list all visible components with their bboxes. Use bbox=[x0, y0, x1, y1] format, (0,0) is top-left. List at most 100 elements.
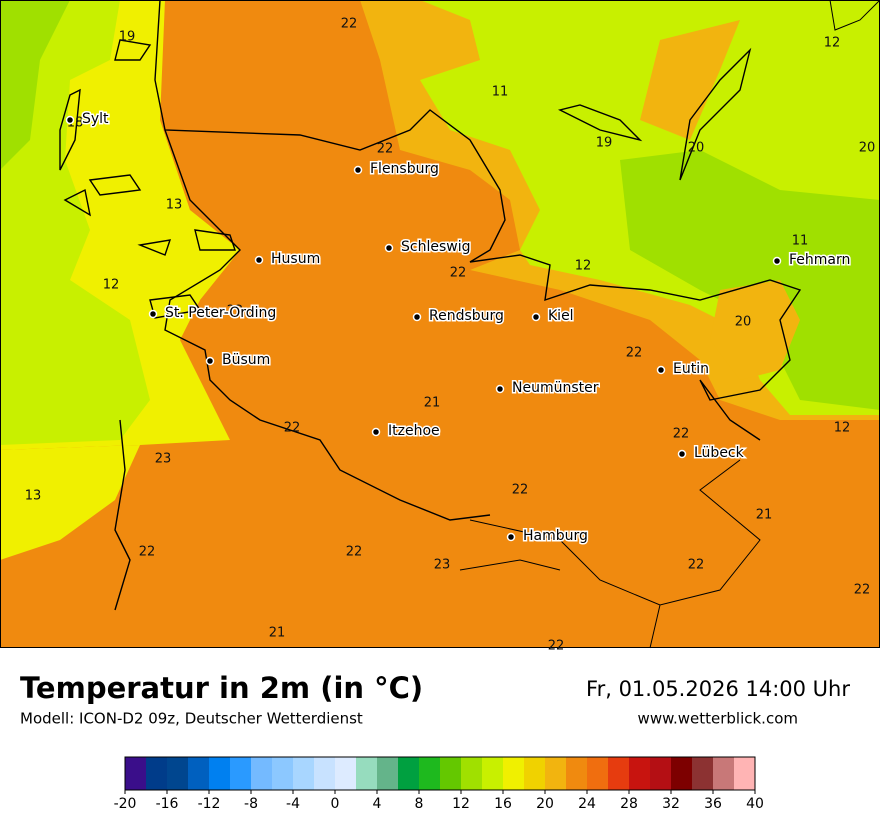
city-name: Hamburg bbox=[523, 528, 588, 544]
color-swatch bbox=[167, 757, 189, 790]
temperature-label: 22 bbox=[227, 304, 244, 319]
temperature-label: 11 bbox=[492, 85, 509, 100]
tick-label: 24 bbox=[578, 796, 596, 812]
color-swatch bbox=[398, 757, 420, 790]
color-swatch bbox=[230, 757, 252, 790]
temperature-label: 13 bbox=[25, 489, 42, 504]
island-east bbox=[679, 47, 752, 181]
temperature-label: 12 bbox=[103, 278, 120, 293]
color-swatch bbox=[587, 757, 609, 790]
city-marker bbox=[384, 243, 394, 253]
city-marker bbox=[531, 312, 541, 322]
temperature-label: 20 bbox=[688, 141, 705, 156]
datetime: Fr, 01.05.2026 14:00 Uhr bbox=[586, 677, 850, 701]
city-marker bbox=[772, 256, 782, 266]
temperature-label: 20 bbox=[859, 141, 876, 156]
color-swatch bbox=[482, 757, 504, 790]
city-name: Lübeck bbox=[694, 445, 745, 461]
city-name: Flensburg bbox=[370, 161, 439, 177]
city-marker bbox=[656, 365, 666, 375]
tick-label: 4 bbox=[373, 796, 382, 812]
color-swatch bbox=[524, 757, 546, 790]
temperature-label: 22 bbox=[548, 639, 565, 654]
color-swatch bbox=[734, 757, 756, 790]
tick-label: -20 bbox=[114, 796, 137, 812]
elbe-sea bbox=[0, 445, 140, 560]
color-swatch bbox=[545, 757, 567, 790]
tick-label: 28 bbox=[620, 796, 638, 812]
temperature-label: 13 bbox=[166, 198, 183, 213]
tick-label: 20 bbox=[536, 796, 554, 812]
temperature-label: 23 bbox=[155, 452, 172, 467]
city-name: Neumünster bbox=[512, 380, 599, 396]
temperature-label: 12 bbox=[575, 259, 592, 274]
color-swatch bbox=[146, 757, 168, 790]
color-swatch bbox=[713, 757, 735, 790]
tick-label: 12 bbox=[452, 796, 470, 812]
color-swatch bbox=[356, 757, 378, 790]
temperature-label: 22 bbox=[626, 346, 643, 361]
color-swatch bbox=[671, 757, 693, 790]
west-sea bbox=[0, 0, 150, 445]
temperature-label: 12 bbox=[824, 36, 841, 51]
temperature-label: 23 bbox=[434, 558, 451, 573]
coastline-west bbox=[164, 129, 491, 521]
coastline-elbe bbox=[114, 419, 131, 611]
city-name: St. Peter-Ording bbox=[165, 305, 276, 321]
city-name: Büsum bbox=[222, 352, 270, 368]
temperature-label: 12 bbox=[834, 421, 851, 436]
temperature-label: 21 bbox=[424, 396, 441, 411]
color-swatch bbox=[272, 757, 294, 790]
temperature-label: 11 bbox=[792, 234, 809, 249]
city-marker bbox=[65, 115, 75, 125]
city-marker bbox=[371, 427, 381, 437]
temperature-label: 22 bbox=[512, 483, 529, 498]
color-swatch bbox=[188, 757, 210, 790]
color-swatch bbox=[566, 757, 588, 790]
islands-west bbox=[63, 174, 236, 319]
temperature-label: 22 bbox=[139, 545, 156, 560]
color-swatch bbox=[461, 757, 483, 790]
city-marker bbox=[412, 312, 422, 322]
color-swatch bbox=[419, 757, 441, 790]
city-name: Sylt bbox=[82, 111, 109, 127]
temperature-label: 19 bbox=[596, 136, 613, 151]
temperature-label: 21 bbox=[269, 626, 286, 641]
subtitle: Modell: ICON-D2 09z, Deutscher Wetterdie… bbox=[20, 710, 363, 728]
city-name: Husum bbox=[271, 251, 320, 267]
temperature-label: 22 bbox=[284, 421, 301, 436]
tick-label: 0 bbox=[331, 796, 340, 812]
color-swatch bbox=[209, 757, 231, 790]
temperature-label: 22 bbox=[854, 583, 871, 598]
cities: Sylt Flensburg Schleswig Husum St. Peter-Ord… bbox=[65, 110, 852, 546]
color-swatch bbox=[293, 757, 315, 790]
city-marker bbox=[677, 449, 687, 459]
temperature-label: 22 bbox=[346, 545, 363, 560]
colorbar-frame bbox=[124, 756, 756, 791]
sylt bbox=[59, 39, 152, 171]
color-swatch bbox=[314, 757, 336, 790]
color-swatch bbox=[692, 757, 714, 790]
color-swatch bbox=[335, 757, 357, 790]
color-swatch bbox=[650, 757, 672, 790]
temperature-label: 19 bbox=[119, 30, 136, 45]
city-marker bbox=[148, 309, 158, 319]
temperature-label: 21 bbox=[756, 508, 773, 523]
city-marker bbox=[205, 356, 215, 366]
tick-label: -4 bbox=[286, 796, 300, 812]
temperature-label: 22 bbox=[673, 427, 690, 442]
city-name: Eutin bbox=[673, 361, 709, 377]
city-name: Rendsburg bbox=[429, 308, 504, 324]
color-swatch bbox=[125, 757, 147, 790]
colorbar: -20 -16 -12 -8 -4 0 4 8 12 16 20 24 28 32 36 40 bbox=[114, 756, 764, 812]
tick-label: -8 bbox=[244, 796, 258, 812]
temperature-label: 22 bbox=[688, 558, 705, 573]
tick-label: 32 bbox=[662, 796, 680, 812]
color-swatch bbox=[377, 757, 399, 790]
city-name: Schleswig bbox=[401, 239, 470, 255]
coast-ne bbox=[829, 0, 880, 31]
city-marker bbox=[353, 165, 363, 175]
tick-label: -12 bbox=[198, 796, 221, 812]
